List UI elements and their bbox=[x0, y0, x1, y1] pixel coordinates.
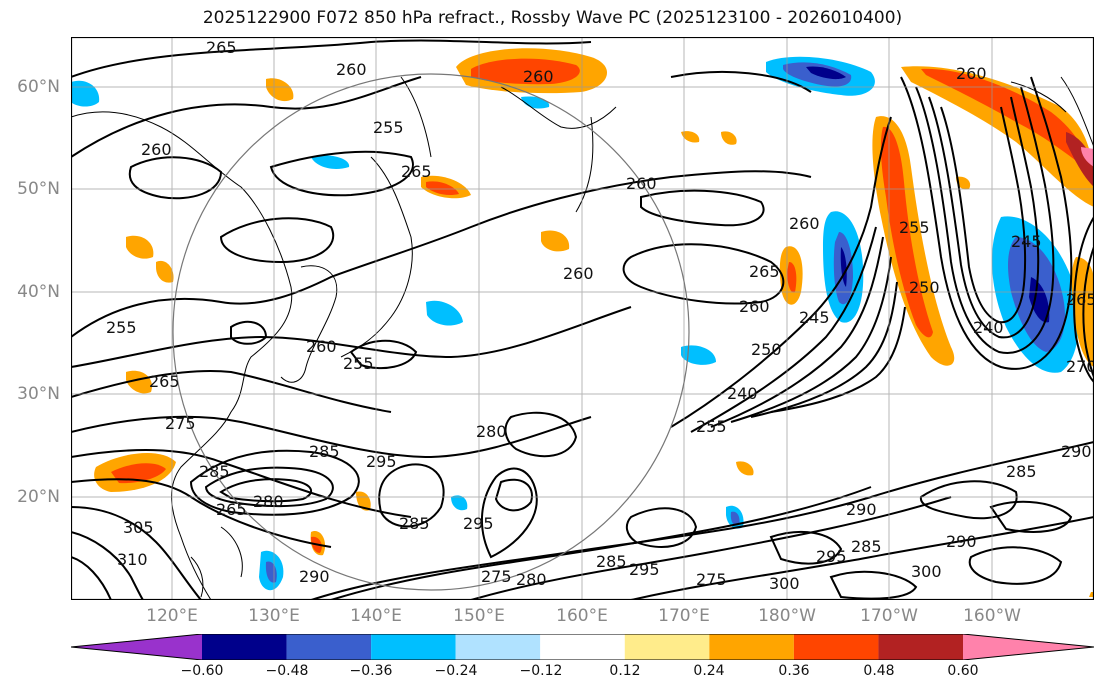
contour-label: 260 bbox=[141, 140, 172, 159]
lon-label: 150°E bbox=[453, 606, 505, 626]
lon-label: 160°E bbox=[556, 606, 608, 626]
colorbar-segment bbox=[455, 634, 541, 660]
gridlines bbox=[71, 37, 1094, 600]
colorbar-segment bbox=[709, 634, 794, 660]
colorbar-tick-label: −0.48 bbox=[265, 663, 309, 679]
colorbar-segment bbox=[286, 634, 372, 660]
contour-label: 250 bbox=[909, 278, 940, 297]
contour-label: 285 bbox=[199, 462, 230, 481]
contour-label: 255 bbox=[696, 417, 727, 436]
map-panel: 265 260 260 255 260 265 260 260 260 260 … bbox=[71, 37, 1094, 600]
contour-label: 285 bbox=[399, 514, 430, 533]
contour-label: 280 bbox=[476, 422, 507, 441]
map-frame bbox=[71, 37, 1094, 600]
contour-label: 265 bbox=[216, 500, 247, 519]
contour-label: 260 bbox=[306, 337, 337, 356]
contour-label: 260 bbox=[336, 60, 367, 79]
colorbar-segment bbox=[624, 634, 710, 660]
contour-label: 255 bbox=[106, 318, 137, 337]
projection-circle bbox=[172, 73, 690, 591]
chart-title: 2025122900 F072 850 hPa refract., Rossby… bbox=[202, 8, 903, 28]
contour-label: 305 bbox=[123, 518, 154, 537]
contour-label: 290 bbox=[946, 532, 977, 551]
contour-label: 280 bbox=[253, 492, 284, 511]
contour-label: 275 bbox=[165, 414, 196, 433]
contour-label: 260 bbox=[789, 214, 820, 233]
lat-label: 30°N bbox=[17, 384, 60, 404]
contour-label: 265 bbox=[749, 262, 780, 281]
colorbar-tick-label: −0.24 bbox=[434, 663, 478, 679]
contour-label: 300 bbox=[911, 562, 942, 581]
coastline-layer bbox=[71, 76, 1094, 600]
contour-label: 255 bbox=[343, 354, 374, 373]
contour-label: 275 bbox=[481, 567, 512, 586]
contour-label: 260 bbox=[523, 67, 554, 86]
contour-label: 270 bbox=[1066, 357, 1094, 376]
lon-label: 120°E bbox=[146, 606, 198, 626]
colorbar-tick-label: −0.36 bbox=[349, 663, 393, 679]
contour-label: 290 bbox=[1061, 442, 1092, 461]
lon-label: 170°W bbox=[860, 606, 918, 626]
contour-label: 245 bbox=[799, 308, 830, 327]
colorbar-tick-label: 0.12 bbox=[609, 663, 641, 679]
contour-label: 280 bbox=[516, 570, 547, 589]
contour-label: 260 bbox=[626, 174, 657, 193]
colorbar-segment bbox=[202, 634, 287, 660]
contour-label: 255 bbox=[899, 218, 930, 237]
colorbar-segment bbox=[963, 634, 1094, 660]
contour-label: 260 bbox=[956, 64, 987, 83]
contour-label: 265 bbox=[1066, 290, 1094, 309]
colorbar-segment bbox=[540, 634, 625, 660]
colorbar-segment bbox=[793, 634, 879, 660]
lat-label: 50°N bbox=[17, 179, 60, 199]
contour-label: 295 bbox=[816, 547, 847, 566]
contour-label: 295 bbox=[366, 452, 397, 471]
contour-label: 245 bbox=[1011, 232, 1042, 251]
contour-label: 260 bbox=[563, 264, 594, 283]
contour-label: 255 bbox=[373, 118, 404, 137]
contour-label: 240 bbox=[727, 384, 758, 403]
colorbar-tick-label: −0.60 bbox=[180, 663, 224, 679]
colorbar-segment bbox=[371, 634, 456, 660]
lat-label: 20°N bbox=[17, 487, 60, 507]
colorbar-tick-label: −0.12 bbox=[519, 663, 563, 679]
contour-layer bbox=[71, 39, 1094, 600]
colorbar-tick-label: 0.24 bbox=[693, 663, 725, 679]
contour-label: 290 bbox=[846, 500, 877, 519]
contour-label: 300 bbox=[769, 574, 800, 593]
colorbar-segment bbox=[71, 634, 202, 660]
contour-label: 310 bbox=[117, 550, 148, 569]
colorbar-segment bbox=[878, 634, 963, 660]
contour-label: 250 bbox=[751, 340, 782, 359]
contour-label: 295 bbox=[463, 514, 494, 533]
colorbar-tick-label: 0.60 bbox=[947, 663, 979, 679]
colorbar-segments bbox=[71, 634, 1094, 660]
contour-label: 275 bbox=[696, 570, 727, 589]
lon-label: 130°E bbox=[248, 606, 300, 626]
contour-label: 265 bbox=[149, 372, 180, 391]
contour-label: 290 bbox=[299, 567, 330, 586]
contour-label: 285 bbox=[309, 442, 340, 461]
contour-label: 285 bbox=[1006, 462, 1037, 481]
contour-label: 260 bbox=[739, 297, 770, 316]
contour-label: 295 bbox=[629, 560, 660, 579]
contour-label: 265 bbox=[206, 38, 237, 57]
contour-label: 285 bbox=[851, 537, 882, 556]
colorbar-tick-label: 0.36 bbox=[778, 663, 810, 679]
lat-label: 40°N bbox=[17, 282, 60, 302]
lon-label: 140°E bbox=[350, 606, 402, 626]
colorbar bbox=[71, 634, 1094, 660]
lon-label: 180°W bbox=[758, 606, 816, 626]
contour-labels: 265 260 260 255 260 265 260 260 260 260 … bbox=[106, 38, 1094, 593]
lon-label: 160°W bbox=[963, 606, 1021, 626]
contour-label: 285 bbox=[596, 552, 627, 571]
contour-label: 240 bbox=[973, 318, 1004, 337]
lat-label: 60°N bbox=[17, 77, 60, 97]
contour-label: 265 bbox=[401, 162, 432, 181]
colorbar-tick-label: 0.48 bbox=[863, 663, 895, 679]
lon-label: 170°E bbox=[658, 606, 710, 626]
